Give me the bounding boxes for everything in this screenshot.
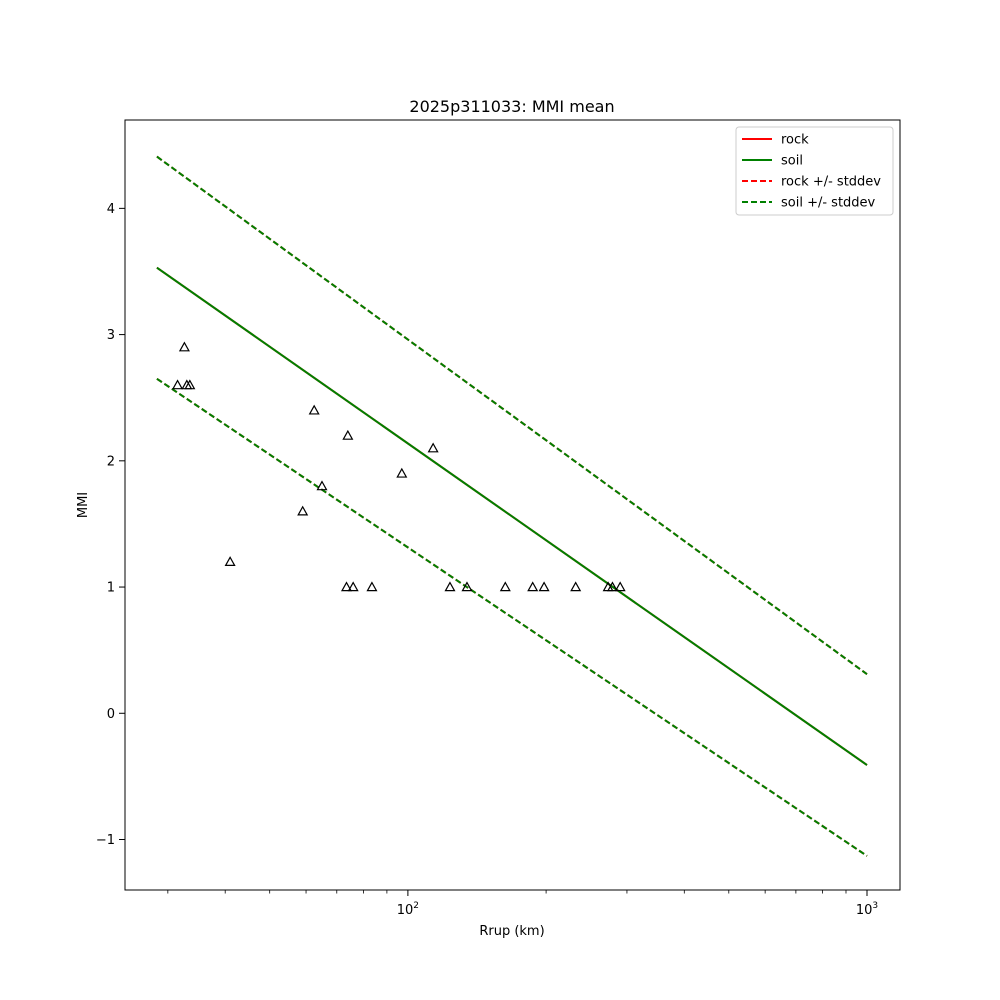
observation-marker: [184, 379, 196, 390]
x-axis-label: Rrup (km): [479, 924, 544, 939]
plot-frame: [124, 119, 901, 891]
x-tick-label: 103: [856, 901, 878, 918]
observation-marker: [444, 581, 456, 592]
observation-marker: [427, 442, 439, 453]
legend-entries: rock soil rock +/- stddev soil +/- stddev: [742, 133, 881, 211]
y-tick-label: 0: [107, 707, 115, 722]
observation-marker: [297, 505, 309, 516]
observation-marker: [172, 379, 184, 390]
observation-marker: [178, 341, 190, 352]
y-tick-label: 3: [107, 328, 115, 343]
observation-marker: [570, 581, 582, 592]
observation-marker: [538, 581, 550, 592]
observation-marker: [342, 429, 354, 440]
legend-label-rock: rock: [781, 133, 809, 148]
series-line-soil: [156, 266, 868, 766]
series-line-soil-stddev-lower: [156, 377, 868, 857]
observation-marker: [340, 581, 353, 592]
y-tick-label: 4: [107, 202, 115, 217]
observation-marker: [614, 581, 626, 592]
plot-content: [156, 155, 868, 857]
observation-marker: [347, 581, 359, 592]
y-tick-label: −1: [96, 833, 115, 848]
observation-marker: [606, 581, 618, 592]
legend-label-soil: soil: [781, 154, 803, 169]
y-axis: −1 0 1 2 3 4: [96, 202, 125, 848]
x-tick-label: 102: [397, 901, 419, 918]
y-tick-label: 2: [107, 454, 115, 469]
series-line-soil-stddev-upper: [156, 155, 868, 675]
legend-label-soil-stddev: soil +/- stddev: [781, 196, 876, 211]
observation-marker: [527, 581, 539, 592]
observation-marker: [308, 404, 320, 415]
observation-marker: [366, 581, 378, 592]
legend: rock soil rock +/- stddev soil +/- stddev: [735, 126, 894, 216]
chart-title: 2025p311033: MMI mean: [409, 97, 614, 116]
observation-marker: [316, 480, 328, 491]
x-axis: 102 103: [167, 890, 878, 918]
observation-marker: [224, 556, 236, 567]
legend-box: [735, 126, 894, 216]
observation-marker: [396, 467, 408, 478]
observation-marker: [461, 581, 473, 592]
y-axis-label: MMI: [76, 492, 91, 518]
observation-marker: [499, 581, 511, 592]
y-tick-label: 1: [107, 581, 115, 596]
legend-label-rock-stddev: rock +/- stddev: [781, 175, 881, 190]
